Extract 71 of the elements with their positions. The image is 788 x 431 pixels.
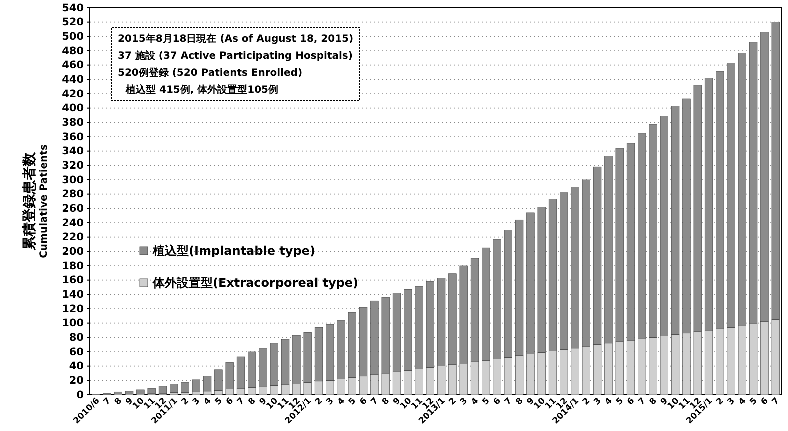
x-tick-label: 8 [113,396,125,408]
y-axis-title: 累積登録患者数 Cumulative Patients [22,144,50,258]
x-tick-label: 2 [448,396,459,408]
y-tick-label: 300 [62,174,84,186]
x-tick-label: 2 [581,396,593,408]
x-tick-label: 2 [314,396,326,408]
x-tick-label: 3 [458,396,470,408]
x-tick-label: 8 [514,396,526,408]
x-tick-label: 7 [770,396,782,408]
x-tick-label: 6 [492,396,504,408]
legend-label: 植込型(Implantable type) [152,244,316,258]
y-tick-label: 80 [69,332,84,344]
x-tick-label: 3 [191,396,203,408]
y-tick-label: 420 [62,88,84,100]
x-tick-label: 4 [470,396,482,408]
x-tick-label: 3 [324,396,336,408]
y-tick-label: 520 [62,16,84,29]
x-tick-label: 2 [714,396,726,408]
legend-label: 体外設置型(Extracorporeal type) [152,276,358,290]
x-tick-label: 2 [180,396,192,408]
x-tick-label: 3 [592,396,604,408]
y-tick-label: 280 [62,188,84,201]
x-tick-label: 7 [236,396,248,408]
annotation: 2015年8月18日現在 (As of August 18, 2015) [118,33,354,45]
y-tick-label: 180 [62,260,84,272]
annotation: 37 施設 (37 Active Participating Hospitals) [118,50,353,62]
y-tick-label: 220 [62,232,84,244]
y-tick-label: 120 [62,303,84,316]
y-tick-label: 540 [62,2,84,14]
y-tick-label: 440 [62,74,84,86]
x-tick-label: 8 [380,396,392,408]
y-tick-label: 240 [62,217,84,230]
x-tick-label: 5 [213,396,225,408]
y-tick-label: 340 [62,146,84,158]
x-tick-label: 8 [246,396,258,408]
x-tick-label: 5 [480,396,492,408]
x-tick-label: 6 [760,396,771,408]
x-tick-label: 7 [370,396,381,408]
y-tick-label: 140 [62,289,84,302]
x-tick-label: 7 [503,396,515,408]
y-tick-label: 500 [62,31,84,44]
x-tick-label: 3 [726,396,738,408]
x-tick-label: 5 [748,396,760,408]
y-tick-label: 200 [62,246,84,258]
y-tick-label: 40 [69,360,84,373]
annotation: 520例登録 (520 Patients Enrolled) [118,67,303,79]
y-tick-label: 380 [62,117,84,130]
y-tick-label: 360 [62,131,84,144]
x-tick-label: 8 [648,396,660,408]
y-tick-label: 160 [62,274,84,287]
y-tick-label: 60 [69,346,84,358]
x-tick-label: 6 [224,396,236,408]
y-tick-label: 320 [62,160,84,172]
x-tick-label: 7 [636,396,648,408]
x-tick-label: 6 [358,396,370,408]
y-tick-label: 480 [62,45,84,58]
x-tick-label: 5 [614,396,626,408]
x-tick-label: 4 [336,396,348,408]
x-tick-label: 5 [347,396,359,408]
x-tick-label: 7 [102,396,114,408]
y-tick-label: 0 [76,389,84,402]
y-tick-label: 100 [62,318,84,330]
x-tick-label: 4 [202,396,214,408]
x-tick-label: 4 [737,396,749,408]
annotation: 植込型 415例, 体外設置型105例 [125,84,279,96]
y-tick-label: 400 [62,102,84,115]
y-tick-label: 260 [62,203,84,216]
x-tick-label: 4 [604,396,615,408]
y-tick-label: 460 [62,60,84,72]
x-tick-label: 6 [626,396,638,408]
y-tick-label: 20 [69,375,84,388]
